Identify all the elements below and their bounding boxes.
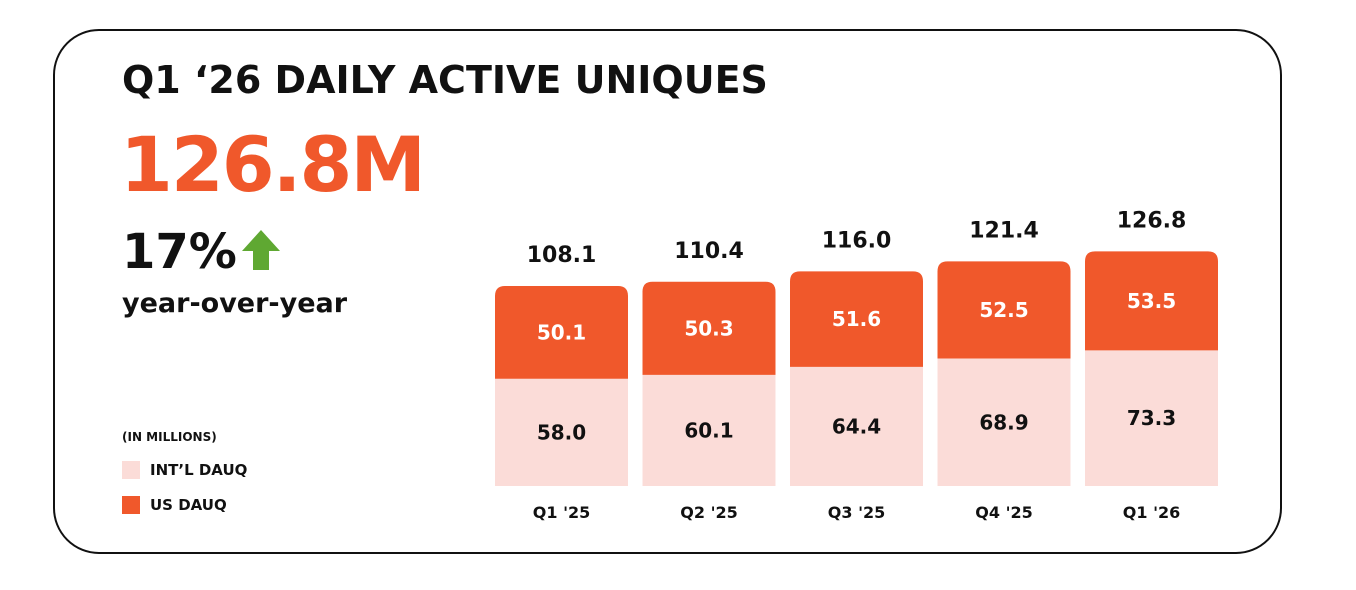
card-frame [53,29,1282,554]
data-label-intl: 64.4 [832,414,881,438]
bar-us [937,261,1071,359]
total-label: 108.1 [527,243,597,268]
legend-label-us: US DAUQ [150,496,227,514]
legend-swatch-intl [122,461,140,479]
headline-value: 126.8M [120,120,426,209]
x-tick-label: Q2 '25 [680,503,737,522]
bar-intl [790,366,923,486]
data-label-intl: 58.0 [537,420,586,444]
x-tick-label: Q1 '25 [533,503,590,522]
data-label-us: 50.1 [537,320,586,344]
legend-item-intl: INT’L DAUQ [122,461,247,479]
data-label-intl: 68.9 [979,410,1028,434]
bar-intl [937,358,1071,486]
units-note: (IN MILLIONS) [122,430,217,444]
total-label: 121.4 [969,218,1039,243]
bar-intl [642,374,776,486]
x-tick-label: Q3 '25 [828,503,885,522]
yoy-label: year-over-year [122,288,348,319]
bar-us [790,271,923,367]
bar-us [1085,251,1218,351]
total-label: 110.4 [674,239,744,264]
x-tick-label: Q4 '25 [975,503,1032,522]
bar-intl [1085,350,1218,486]
legend-label-intl: INT’L DAUQ [150,461,248,479]
data-label-us: 51.6 [832,307,881,331]
data-label-us: 53.5 [1127,289,1176,313]
bar-us [642,281,776,375]
bar-intl [495,378,628,486]
x-tick-label: Q1 '26 [1123,503,1180,522]
data-label-us: 52.5 [979,298,1028,322]
up-arrow-icon [242,230,280,270]
data-label-us: 50.3 [684,316,733,340]
data-label-intl: 73.3 [1127,406,1176,430]
bar-us [495,286,628,379]
data-label-intl: 60.1 [684,418,733,442]
page-title: Q1 ‘26 DAILY ACTIVE UNIQUES [122,58,768,102]
total-label: 126.8 [1117,208,1187,233]
legend-item-us: US DAUQ [122,496,227,514]
yoy-growth-value: 17% [122,224,237,280]
total-label: 116.0 [822,228,892,253]
legend-swatch-us [122,496,140,514]
